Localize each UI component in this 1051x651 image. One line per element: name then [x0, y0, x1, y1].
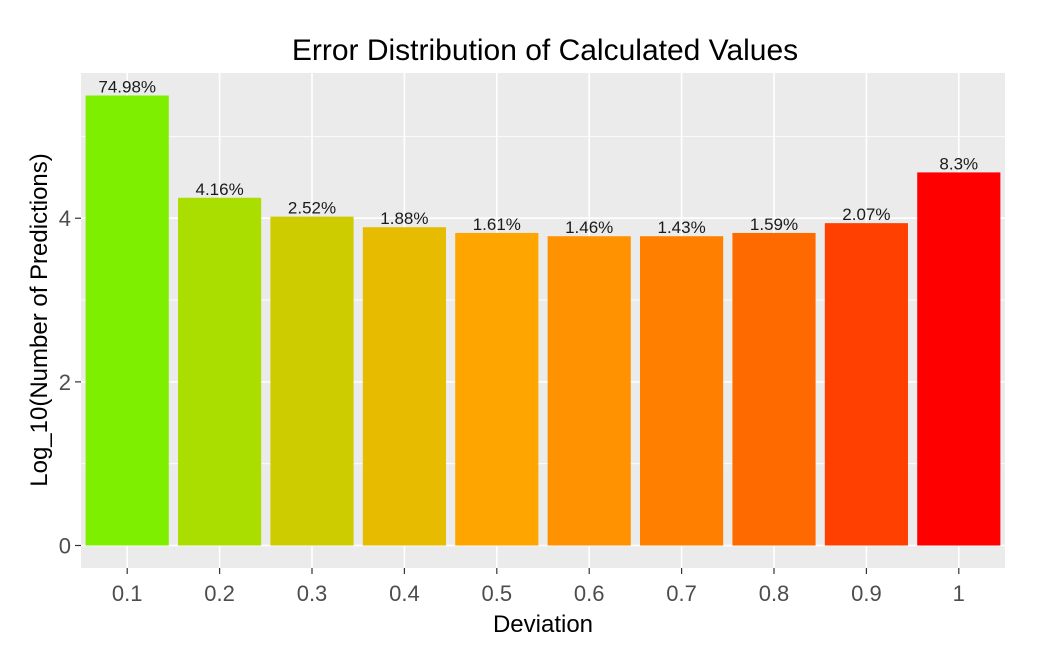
x-axis-title: Deviation: [493, 611, 593, 638]
bar: [362, 227, 446, 546]
bar: [824, 223, 908, 546]
bar-value-label: 4.16%: [195, 180, 243, 199]
bar-value-label: 1.43%: [657, 218, 705, 237]
bar: [547, 236, 631, 546]
y-tick-label: 4: [59, 206, 71, 231]
bar-value-label: 74.98%: [98, 78, 156, 97]
bar-value-labels: 74.98% 4.16% 2.52% 1.88% 1.61% 1.46% 1.43% 1.59…: [98, 78, 978, 238]
x-tick-label: 0.4: [389, 581, 420, 606]
x-tick-label: 0.2: [204, 581, 235, 606]
y-tick-label: 0: [59, 534, 71, 559]
bar: [917, 172, 1001, 546]
y-axis-title: Log_10(Number of Predictions): [26, 153, 53, 487]
bar: [270, 216, 354, 546]
bar-value-label: 1.88%: [380, 209, 428, 228]
x-tick-label: 1: [953, 581, 965, 606]
bar-value-label: 2.52%: [288, 199, 336, 218]
x-tick-label: 0.7: [666, 581, 697, 606]
bar: [85, 95, 169, 546]
x-axis-ticks: 0.1 0.2 0.3 0.4 0.5 0.6 0.7 0.8 0.9 1: [112, 568, 965, 606]
bar: [732, 232, 816, 546]
bar-value-label: 1.59%: [750, 215, 798, 234]
x-tick-label: 0.5: [482, 581, 513, 606]
x-tick-label: 0.6: [574, 581, 605, 606]
x-tick-label: 0.3: [297, 581, 328, 606]
bar-value-label: 8.3%: [939, 154, 978, 173]
y-tick-label: 2: [59, 370, 71, 395]
chart-title: Error Distribution of Calculated Values: [292, 34, 798, 67]
bar-value-label: 2.07%: [842, 205, 890, 224]
y-axis-ticks: 0 2 4: [59, 206, 81, 559]
x-tick-label: 0.9: [851, 581, 882, 606]
bars: [85, 95, 1001, 546]
bar-value-label: 1.46%: [565, 218, 613, 237]
x-tick-label: 0.1: [112, 581, 143, 606]
x-tick-label: 0.8: [759, 581, 790, 606]
bar: [640, 236, 724, 546]
bar: [178, 197, 262, 546]
bar: [455, 232, 539, 546]
bar-value-label: 1.61%: [473, 215, 521, 234]
